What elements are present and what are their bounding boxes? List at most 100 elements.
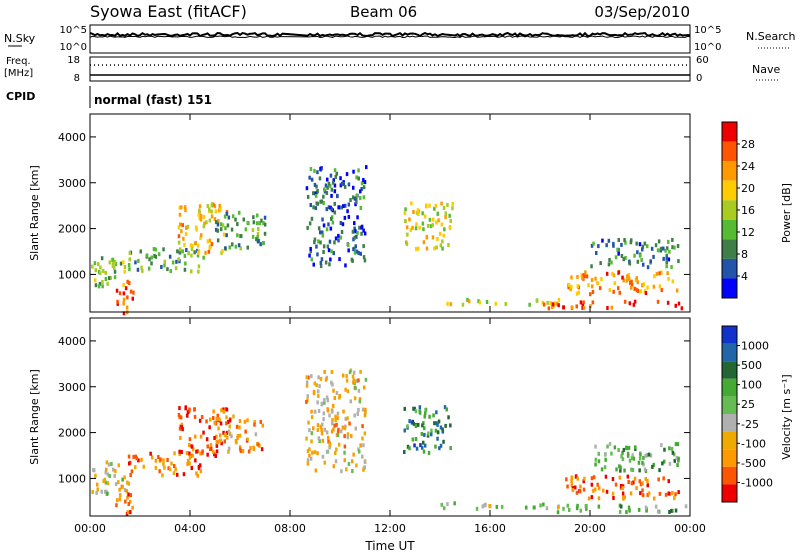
data-cell bbox=[670, 446, 674, 451]
data-cell bbox=[137, 258, 140, 263]
data-cell bbox=[334, 418, 337, 423]
data-cell bbox=[425, 246, 429, 251]
data-cell bbox=[104, 270, 107, 275]
data-cell bbox=[442, 233, 445, 238]
nsearch-label: N.Search bbox=[746, 30, 796, 43]
data-cell bbox=[127, 492, 130, 497]
data-cell bbox=[630, 456, 634, 461]
data-cell bbox=[627, 445, 631, 450]
velocity-panel: 4000 3000 2000 1000 Slant Range [km] 00:00 04:… bbox=[28, 317, 793, 535]
data-cell bbox=[186, 224, 190, 229]
data-cell bbox=[260, 447, 264, 452]
data-cell bbox=[118, 487, 121, 492]
data-cell bbox=[541, 300, 545, 305]
colorbar-tick-label: -100 bbox=[741, 437, 766, 450]
data-cell bbox=[362, 228, 365, 233]
data-cell bbox=[447, 243, 450, 247]
data-cell bbox=[121, 484, 124, 489]
data-cell bbox=[94, 473, 97, 478]
data-cell bbox=[330, 429, 334, 434]
data-cell bbox=[579, 508, 582, 513]
data-cell bbox=[100, 256, 104, 261]
station-title: Syowa East (fitACF) bbox=[90, 2, 247, 21]
data-cell bbox=[336, 429, 340, 434]
data-cell bbox=[414, 437, 418, 441]
data-cell bbox=[230, 434, 233, 439]
data-cell bbox=[161, 473, 164, 478]
data-cell bbox=[317, 394, 320, 399]
data-cell bbox=[308, 253, 311, 258]
data-cell bbox=[186, 410, 190, 415]
data-cell bbox=[154, 247, 157, 252]
data-cell bbox=[122, 297, 126, 302]
data-cell bbox=[337, 442, 341, 447]
data-cell bbox=[317, 436, 321, 441]
data-cell bbox=[231, 242, 234, 247]
data-cell bbox=[422, 227, 425, 232]
data-cell bbox=[218, 433, 222, 438]
data-cell bbox=[246, 418, 249, 423]
data-cell bbox=[225, 233, 228, 238]
data-cell bbox=[351, 374, 355, 379]
data-cell bbox=[641, 460, 644, 465]
data-cell bbox=[627, 276, 631, 281]
data-cell bbox=[330, 207, 333, 212]
data-cell bbox=[441, 429, 445, 434]
data-cell bbox=[316, 201, 320, 206]
data-cell bbox=[611, 477, 615, 481]
data-cell bbox=[355, 175, 358, 180]
data-cell bbox=[363, 431, 367, 436]
data-cell bbox=[208, 218, 212, 223]
data-cell bbox=[338, 394, 341, 398]
data-cell bbox=[623, 299, 627, 304]
nsky-label: N.Sky bbox=[4, 32, 36, 45]
data-cell bbox=[221, 223, 225, 228]
data-cell bbox=[326, 185, 329, 190]
data-cell bbox=[353, 250, 357, 255]
data-cell bbox=[128, 257, 131, 262]
data-cell bbox=[532, 505, 536, 510]
data-cell bbox=[115, 503, 118, 508]
data-cell bbox=[632, 302, 636, 307]
data-cell bbox=[104, 277, 108, 281]
data-cell bbox=[213, 452, 216, 457]
data-cell bbox=[585, 506, 588, 511]
data-cell bbox=[305, 186, 309, 191]
data-cell bbox=[355, 378, 359, 383]
data-cell bbox=[197, 464, 201, 469]
data-cell bbox=[162, 462, 165, 467]
data-cell bbox=[441, 246, 444, 251]
data-cell bbox=[114, 469, 117, 473]
data-cell bbox=[676, 463, 679, 468]
data-cell bbox=[618, 475, 622, 480]
data-cell bbox=[319, 264, 323, 269]
data-cell bbox=[198, 208, 201, 213]
data-cell bbox=[316, 189, 319, 193]
data-cell bbox=[618, 464, 621, 469]
data-cell bbox=[575, 291, 579, 296]
data-cell bbox=[158, 469, 161, 474]
data-cell bbox=[206, 239, 210, 244]
data-cell bbox=[355, 249, 359, 254]
data-cell bbox=[477, 299, 480, 304]
data-cell bbox=[210, 203, 214, 208]
data-cell bbox=[617, 448, 620, 452]
data-cell bbox=[551, 302, 555, 307]
data-cell bbox=[430, 432, 433, 437]
data-cell bbox=[263, 222, 267, 227]
data-cell bbox=[178, 205, 181, 210]
data-cell bbox=[422, 440, 425, 445]
data-cell bbox=[345, 172, 349, 177]
data-cell bbox=[676, 442, 680, 447]
data-cell bbox=[666, 246, 669, 251]
data-cell bbox=[306, 394, 309, 399]
x-tick-label: 00:00 bbox=[74, 522, 106, 535]
data-cell bbox=[614, 482, 618, 487]
data-cell bbox=[197, 269, 200, 274]
data-cell bbox=[441, 427, 444, 432]
data-cell bbox=[357, 407, 360, 412]
colorbar-segment bbox=[722, 141, 737, 162]
data-cell bbox=[257, 227, 260, 231]
data-cell bbox=[411, 225, 414, 230]
data-cell bbox=[316, 400, 319, 405]
